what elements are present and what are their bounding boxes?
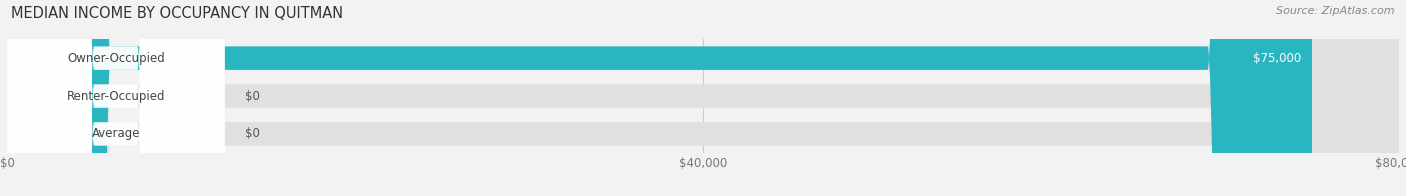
Text: Owner-Occupied: Owner-Occupied	[67, 52, 165, 65]
FancyBboxPatch shape	[7, 0, 1399, 196]
Text: $0: $0	[246, 127, 260, 140]
FancyBboxPatch shape	[7, 0, 1399, 196]
Text: Average: Average	[91, 127, 141, 140]
FancyBboxPatch shape	[7, 0, 225, 196]
Text: Source: ZipAtlas.com: Source: ZipAtlas.com	[1277, 6, 1395, 16]
FancyBboxPatch shape	[7, 0, 225, 196]
FancyBboxPatch shape	[7, 0, 225, 196]
FancyBboxPatch shape	[7, 0, 77, 196]
FancyBboxPatch shape	[7, 0, 1312, 196]
Text: $0: $0	[246, 90, 260, 103]
Text: Renter-Occupied: Renter-Occupied	[66, 90, 165, 103]
Text: $75,000: $75,000	[1253, 52, 1302, 65]
FancyBboxPatch shape	[7, 0, 77, 196]
Text: MEDIAN INCOME BY OCCUPANCY IN QUITMAN: MEDIAN INCOME BY OCCUPANCY IN QUITMAN	[11, 6, 343, 21]
FancyBboxPatch shape	[7, 0, 1399, 196]
